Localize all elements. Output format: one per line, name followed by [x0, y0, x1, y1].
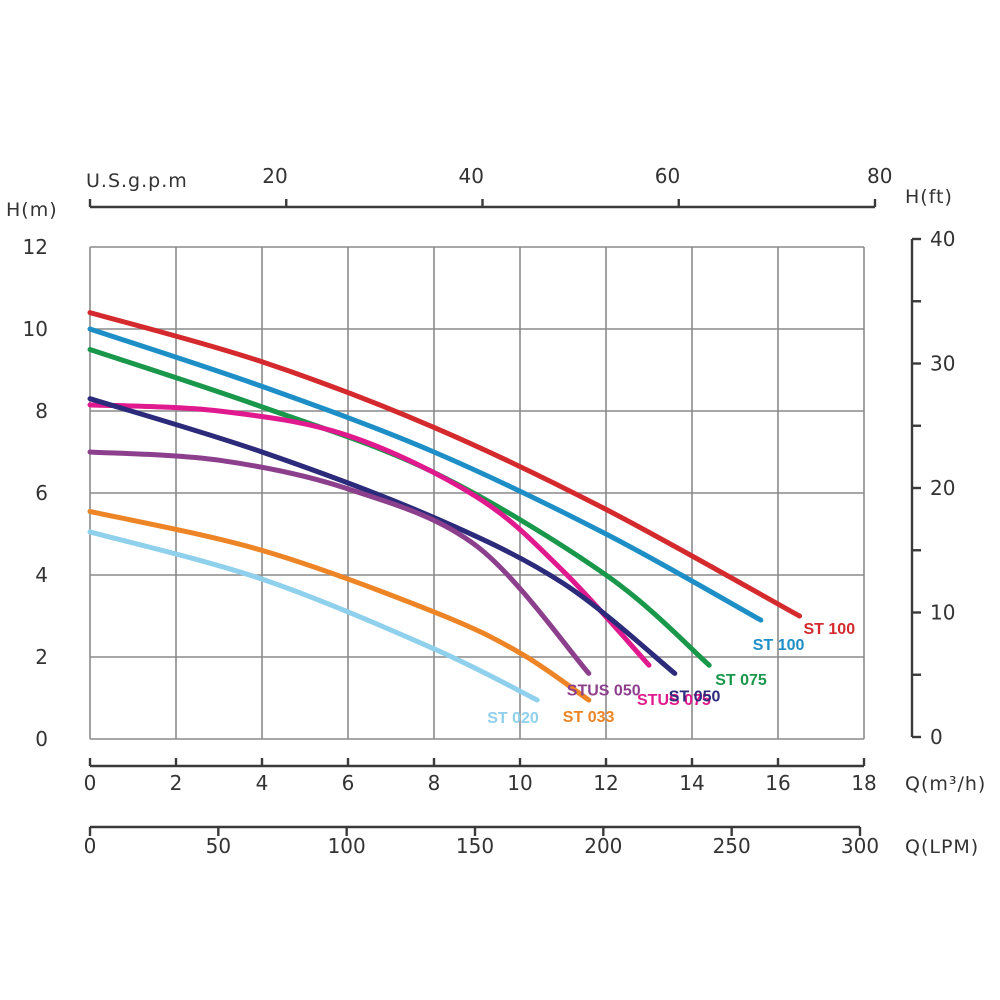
y-tick-label-3: 6	[35, 481, 48, 505]
x-tick-label-5: 10	[507, 771, 532, 795]
y-tick-label-0: 0	[35, 727, 48, 751]
y-tick-label-1: 2	[35, 645, 48, 669]
y2-tick-label-1: 10	[930, 601, 955, 625]
x-tick-label-8: 16	[765, 771, 790, 795]
lpm-tick-label-3: 150	[456, 834, 494, 858]
x-axis-label: Q(m³/h)	[905, 773, 986, 795]
lpm-tick-label-5: 250	[713, 834, 751, 858]
y2-tick-label-2: 20	[930, 476, 955, 500]
y-axis-label: H(m)	[6, 199, 58, 221]
y-tick-label-5: 10	[23, 317, 48, 341]
curve-st-100-0	[87, 310, 802, 619]
curves	[87, 310, 802, 703]
lpm-axis-label: Q(LPM)	[905, 836, 979, 858]
x-tick-label-2: 4	[256, 771, 269, 795]
top-tick-label-3: 80	[867, 164, 892, 188]
y-tick-label-2: 4	[35, 563, 48, 587]
y2-tick-label-0: 0	[930, 725, 943, 749]
lpm-tick-label-2: 100	[328, 834, 366, 858]
series-label-5: STUS 050	[567, 682, 641, 699]
series-label-1: ST 100	[753, 637, 805, 654]
y2-tick-label-3: 30	[930, 352, 955, 376]
y2-tick-label-4: 40	[930, 227, 955, 251]
x-tick-label-1: 2	[170, 771, 183, 795]
y-tick-label-4: 8	[35, 399, 48, 423]
top-tick-label-2: 60	[655, 164, 680, 188]
y-tick-label-6: 12	[23, 235, 48, 259]
x-tick-label-0: 0	[84, 771, 97, 795]
lpm-tick-label-4: 200	[584, 834, 622, 858]
top-axis-label: U.S.g.p.m	[86, 170, 188, 192]
curve-stus-075-3	[87, 402, 652, 668]
series-label-7: ST 020	[487, 710, 539, 727]
curve-st-050-4	[87, 396, 678, 676]
top-tick-label-1: 40	[459, 164, 484, 188]
series-label-6: ST 033	[563, 709, 615, 726]
lpm-tick-label-0: 0	[84, 834, 97, 858]
lpm-tick-label-6: 300	[841, 834, 879, 858]
curve-st-033-6	[87, 508, 592, 703]
curve-st-100-1	[87, 326, 764, 623]
series-label-0: ST 100	[804, 621, 856, 638]
curve-stus-050-5	[87, 449, 592, 676]
y2-axis-label: H(ft)	[905, 186, 953, 208]
x-tick-label-4: 8	[428, 771, 441, 795]
x-tick-label-6: 12	[593, 771, 618, 795]
x-tick-label-9: 18	[851, 771, 876, 795]
x-tick-label-7: 14	[679, 771, 704, 795]
series-label-3: STUS 075	[637, 692, 711, 709]
top-tick-label-0: 20	[262, 164, 287, 188]
lpm-tick-label-1: 50	[206, 834, 231, 858]
axes: H(m) H(ft) U.S.g.p.m Q(m³/h) Q(LPM) 0 2 4 6…	[6, 164, 986, 858]
series-label-4: ST 050	[669, 688, 721, 705]
curve-st-020-7	[87, 529, 540, 703]
series-label-2: ST 075	[715, 672, 767, 689]
x-tick-label-3: 6	[342, 771, 355, 795]
